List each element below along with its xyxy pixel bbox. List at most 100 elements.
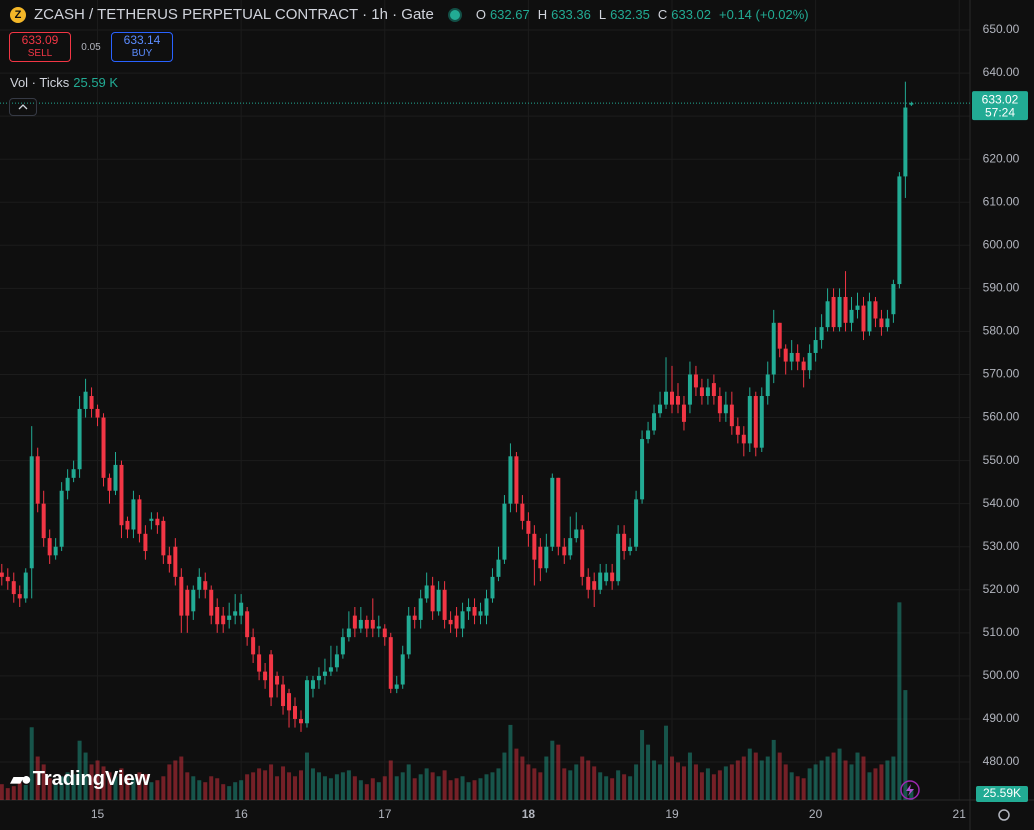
alert-bolt	[906, 784, 914, 796]
volume-bar	[173, 760, 178, 800]
volume-bar	[376, 782, 381, 800]
ohlc-value: 633.36	[551, 7, 591, 22]
candle-body	[107, 477, 112, 491]
candle-body	[203, 581, 208, 590]
volume-bar	[394, 776, 399, 800]
volume-bar	[837, 748, 842, 800]
candle-body	[687, 374, 692, 405]
volume-bar	[41, 764, 46, 800]
volume-bar	[610, 778, 615, 800]
ohlc-key: H	[537, 7, 548, 22]
candle-body	[11, 581, 16, 595]
volume-bar	[681, 766, 686, 800]
volume-bar	[765, 756, 770, 800]
volume-bar	[652, 760, 657, 800]
volume-bar	[472, 780, 477, 800]
sell-button[interactable]: 633.09 SELL	[9, 32, 71, 62]
volume-bar	[310, 768, 315, 800]
spread: 0.05	[81, 41, 101, 53]
volume-bar	[502, 752, 507, 800]
y-tick-label: 510.00	[983, 625, 1020, 639]
volume-bars	[0, 602, 914, 800]
volume-bar	[664, 725, 669, 800]
candle-body	[0, 572, 4, 577]
volume-bar	[658, 764, 663, 800]
volume-bar	[574, 764, 579, 800]
x-tick-label: 20	[809, 807, 823, 821]
candle-body	[227, 615, 232, 620]
candle-body	[783, 348, 788, 362]
volume-title: Vol · Ticks	[10, 75, 70, 90]
candle-body	[801, 361, 806, 371]
volume-bar	[304, 752, 309, 800]
candle-body	[616, 533, 621, 582]
collapse-button[interactable]	[9, 98, 37, 116]
candle-body	[855, 305, 860, 310]
candle-body	[909, 103, 914, 105]
volume-bar	[77, 740, 82, 800]
candle-body	[239, 602, 244, 616]
candle-body	[837, 296, 842, 328]
volume-bar	[801, 778, 806, 800]
volume-bar	[885, 760, 890, 800]
volume-bar	[478, 778, 483, 800]
x-tick-label: 19	[665, 807, 679, 821]
volume-bar	[245, 774, 250, 800]
volume-bar	[819, 760, 824, 800]
volume-bar	[424, 768, 429, 800]
volume-bar	[861, 756, 866, 800]
candle-body	[364, 619, 369, 629]
candle-body	[185, 589, 190, 616]
sell-price: 633.09	[21, 33, 59, 47]
volume-bar	[873, 768, 878, 800]
candle-body	[460, 611, 465, 629]
candle-body	[334, 654, 339, 668]
candle-body	[544, 546, 549, 569]
volume-bar	[59, 776, 64, 800]
symbol-title[interactable]: ZCASH / TETHERUS PERPETUAL CONTRACT · 1h…	[34, 6, 434, 23]
volume-bar	[550, 740, 555, 800]
volume-bar	[759, 760, 764, 800]
candle-body	[5, 576, 10, 582]
volume-bar	[298, 770, 303, 800]
candle-body	[251, 637, 256, 655]
candle-body	[275, 675, 280, 685]
volume-bar	[640, 730, 645, 800]
volume-bar	[693, 764, 698, 800]
volume-bar	[191, 776, 196, 800]
buy-button[interactable]: 633.14 BUY	[111, 32, 173, 62]
volume-bar	[891, 756, 896, 800]
volume-bar	[538, 772, 543, 800]
volume-bar	[532, 768, 537, 800]
volume-bar	[813, 764, 818, 800]
volume-bar	[777, 752, 782, 800]
volume-last-box	[976, 786, 1028, 802]
volume-bar	[867, 772, 872, 800]
candle-body	[765, 374, 770, 397]
volume-bar	[430, 772, 435, 800]
y-tick-label: 590.00	[983, 281, 1020, 295]
volume-bar	[909, 789, 914, 800]
volume-bar	[161, 776, 166, 800]
sell-label: SELL	[27, 48, 53, 59]
candle-body	[490, 576, 495, 599]
volume-bar	[364, 784, 369, 800]
volume-bar	[406, 764, 411, 800]
last-price-label: 633.02	[982, 92, 1019, 106]
candle-body	[885, 318, 890, 328]
candle-body	[831, 296, 836, 328]
candle-body	[861, 305, 866, 332]
candles	[0, 81, 914, 732]
volume-bar	[107, 772, 112, 800]
volume-bar	[562, 768, 567, 800]
alert-icon	[900, 780, 920, 800]
volume-bar	[275, 776, 280, 800]
volume-bar	[526, 764, 531, 800]
volume-bar	[646, 744, 651, 800]
volume-bar	[699, 772, 704, 800]
candle-body	[466, 607, 471, 612]
volume-bar	[496, 768, 501, 800]
candle-body	[478, 611, 483, 616]
candle-body	[640, 439, 645, 500]
